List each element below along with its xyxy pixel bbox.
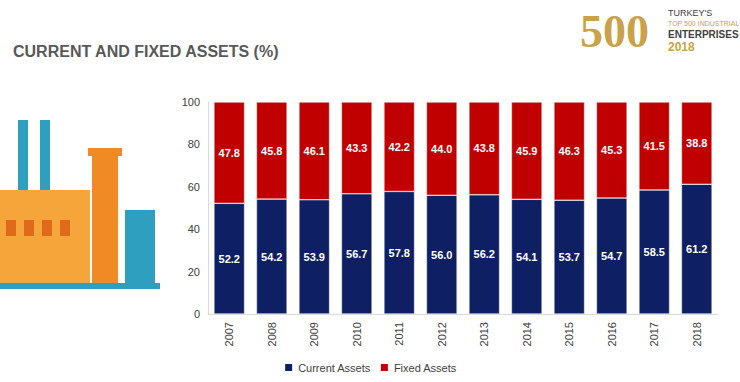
- svg-text:TOP 500 INDUSTRIAL: TOP 500 INDUSTRIAL: [668, 20, 739, 27]
- svg-text:ENTERPRISES: ENTERPRISES: [668, 29, 739, 40]
- svg-text:80: 80: [188, 138, 200, 150]
- svg-text:2017: 2017: [648, 322, 660, 346]
- svg-text:46.3: 46.3: [559, 145, 580, 157]
- svg-text:40: 40: [188, 223, 200, 235]
- svg-text:53.7: 53.7: [559, 251, 580, 263]
- svg-text:2014: 2014: [521, 322, 533, 346]
- svg-text:60: 60: [188, 181, 200, 193]
- svg-text:46.1: 46.1: [304, 145, 325, 157]
- svg-text:54.7: 54.7: [601, 250, 622, 262]
- svg-text:2009: 2009: [308, 322, 320, 346]
- svg-text:56.0: 56.0: [431, 249, 452, 261]
- svg-text:45.8: 45.8: [261, 145, 282, 157]
- svg-text:0: 0: [194, 308, 200, 320]
- svg-text:45.9: 45.9: [516, 145, 537, 157]
- svg-text:2011: 2011: [393, 322, 405, 346]
- svg-text:45.3: 45.3: [601, 144, 622, 156]
- svg-text:2010: 2010: [351, 322, 363, 346]
- svg-text:Current Assets: Current Assets: [298, 362, 371, 374]
- svg-text:57.8: 57.8: [389, 247, 410, 259]
- svg-text:56.7: 56.7: [346, 248, 367, 260]
- svg-text:43.3: 43.3: [346, 142, 367, 154]
- svg-text:61.2: 61.2: [686, 243, 707, 255]
- svg-text:2016: 2016: [606, 322, 618, 346]
- svg-text:53.9: 53.9: [304, 251, 325, 263]
- svg-text:100: 100: [182, 96, 200, 108]
- svg-text:56.2: 56.2: [474, 248, 495, 260]
- svg-text:2018: 2018: [691, 322, 703, 346]
- svg-text:58.5: 58.5: [644, 246, 665, 258]
- svg-text:42.2: 42.2: [389, 141, 410, 153]
- svg-text:2018: 2018: [668, 40, 695, 54]
- svg-text:CURRENT AND FIXED ASSETS (%): CURRENT AND FIXED ASSETS (%): [13, 43, 279, 60]
- svg-text:2015: 2015: [563, 322, 575, 346]
- svg-text:54.1: 54.1: [516, 251, 537, 263]
- svg-text:41.5: 41.5: [644, 140, 665, 152]
- svg-text:47.8: 47.8: [219, 147, 240, 159]
- svg-text:500: 500: [580, 6, 649, 57]
- svg-text:54.2: 54.2: [261, 251, 282, 263]
- svg-text:2012: 2012: [436, 322, 448, 346]
- svg-text:TURKEY'S: TURKEY'S: [668, 8, 712, 18]
- svg-text:2013: 2013: [478, 322, 490, 346]
- svg-text:20: 20: [188, 266, 200, 278]
- svg-text:2007: 2007: [223, 322, 235, 346]
- svg-text:2008: 2008: [266, 322, 278, 346]
- svg-text:43.8: 43.8: [474, 142, 495, 154]
- svg-text:Fixed Assets: Fixed Assets: [394, 362, 457, 374]
- svg-text:38.8: 38.8: [686, 137, 707, 149]
- svg-text:52.2: 52.2: [219, 253, 240, 265]
- svg-text:44.0: 44.0: [431, 143, 452, 155]
